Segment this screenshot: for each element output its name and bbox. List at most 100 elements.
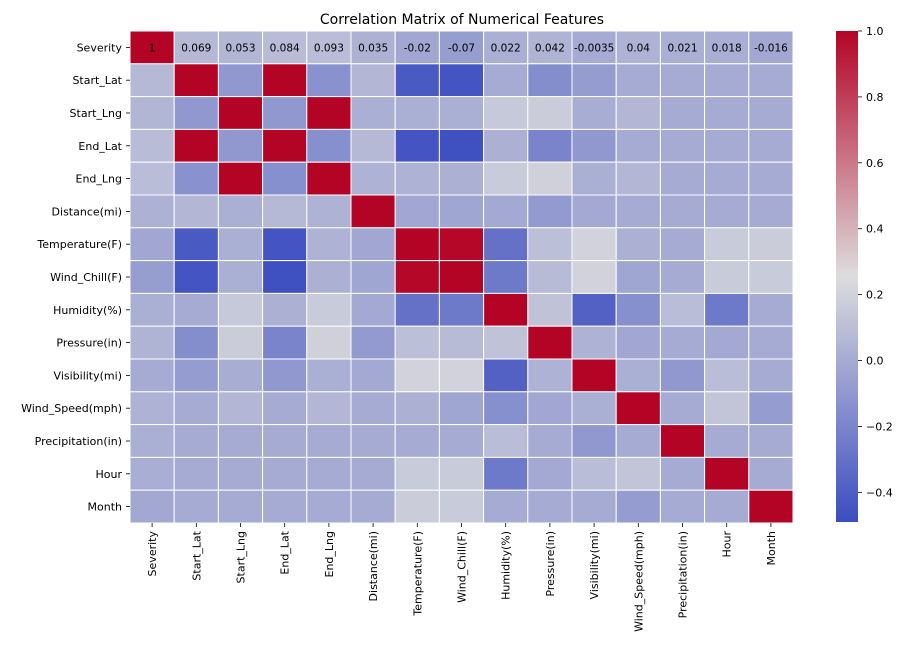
heatmap-cell <box>262 96 308 130</box>
cell-annotation: 0.042 <box>535 42 565 54</box>
heatmap-cell <box>483 358 529 393</box>
heatmap-cell <box>615 30 661 65</box>
heatmap-cell <box>350 96 396 130</box>
heatmap-cell <box>217 161 264 196</box>
heatmap-cell <box>659 63 706 98</box>
heatmap-cell <box>615 161 661 196</box>
heatmap-cell <box>704 292 750 327</box>
y-tick-label: Distance(mi) <box>52 205 122 218</box>
heatmap-cell <box>483 227 529 262</box>
heatmap-cell <box>571 358 617 393</box>
heatmap-cell <box>615 325 661 360</box>
heatmap-cell <box>615 456 661 491</box>
heatmap-cell <box>262 63 308 98</box>
heatmap-cell <box>659 358 706 393</box>
heatmap-cell <box>571 325 617 360</box>
heatmap-cell <box>173 63 219 98</box>
cell-annotation: 0.021 <box>667 42 697 54</box>
heatmap-cell <box>217 456 264 491</box>
heatmap-cell <box>129 325 175 360</box>
x-tick-label: Pressure(in) <box>544 531 557 597</box>
heatmap-cell <box>262 456 308 491</box>
heatmap-cell <box>173 325 219 360</box>
heatmap-cell <box>129 292 175 327</box>
heatmap-cell <box>704 358 750 393</box>
heatmap-cell <box>483 391 529 426</box>
heatmap-cell <box>394 63 440 98</box>
y-tick-label: Temperature(F) <box>36 238 122 251</box>
heatmap-cell <box>438 358 485 393</box>
heatmap-cell <box>615 128 661 163</box>
heatmap-cell <box>704 456 750 491</box>
colorbar-tick-label: 0.4 <box>866 223 884 236</box>
heatmap-cell <box>659 96 706 130</box>
heatmap-cell <box>350 161 396 196</box>
heatmap-cell <box>704 96 750 130</box>
colorbar-tick-label: 0.8 <box>866 91 884 104</box>
y-tick-label: Wind_Chill(F) <box>50 271 122 284</box>
heatmap-cell <box>129 260 175 294</box>
heatmap-cell <box>571 128 617 163</box>
heatmap-cell <box>527 358 573 393</box>
heatmap-cell <box>217 292 264 327</box>
x-tick-label: Severity <box>146 531 159 577</box>
cell-annotation: 0.018 <box>712 42 742 54</box>
chart-title: Correlation Matrix of Numerical Features <box>320 12 604 28</box>
x-tick-label: Humidity(%) <box>500 531 513 600</box>
heatmap-cell <box>438 63 485 98</box>
heatmap-cell <box>571 194 617 229</box>
heatmap-cell <box>615 227 661 262</box>
cell-annotation: 1 <box>149 42 156 54</box>
heatmap-cell <box>306 63 352 98</box>
heatmap-cell <box>173 391 219 426</box>
heatmap-cell <box>217 194 264 229</box>
heatmap-cell <box>350 128 396 163</box>
heatmap-cell <box>173 30 219 65</box>
y-tick-label: Precipitation(in) <box>35 435 122 448</box>
heatmap-cell <box>571 260 617 294</box>
heatmap-cell <box>173 128 219 163</box>
heatmap-cell <box>659 161 706 196</box>
y-tick-label: End_Lat <box>78 140 122 153</box>
heatmap-cell <box>394 358 440 393</box>
heatmap-cells <box>129 30 794 524</box>
heatmap-cell <box>306 227 352 262</box>
heatmap-cell <box>748 489 794 524</box>
colorbar-tick-label: 0.2 <box>866 289 884 302</box>
heatmap-cell <box>571 96 617 130</box>
heatmap-cell <box>173 260 219 294</box>
heatmap-cell <box>659 227 706 262</box>
x-tick-label: End_Lat <box>279 530 292 574</box>
heatmap-cell <box>571 161 617 196</box>
heatmap-cell <box>394 227 440 262</box>
heatmap-cell <box>394 325 440 360</box>
heatmap-cell <box>173 292 219 327</box>
heatmap-cell <box>438 161 485 196</box>
heatmap-cell <box>129 63 175 98</box>
heatmap-cell <box>615 358 661 393</box>
heatmap-cell <box>306 292 352 327</box>
y-tick-label: Start_Lng <box>70 107 122 120</box>
heatmap-cell <box>704 260 750 294</box>
heatmap-cell <box>615 292 661 327</box>
heatmap-cell <box>615 194 661 229</box>
heatmap-cell <box>262 227 308 262</box>
colorbar-tick-label: 0.0 <box>866 355 884 368</box>
heatmap-cell <box>217 358 264 393</box>
heatmap-cell <box>306 358 352 393</box>
heatmap-cell <box>173 96 219 130</box>
heatmap-cell <box>748 260 794 294</box>
heatmap-cell <box>217 227 264 262</box>
heatmap-cell <box>217 128 264 163</box>
y-tick-label: Month <box>88 501 123 514</box>
heatmap-cell <box>527 325 573 360</box>
heatmap-cell <box>659 325 706 360</box>
heatmap-cell <box>350 30 396 65</box>
heatmap-cell <box>704 161 750 196</box>
heatmap-cell <box>438 96 485 130</box>
heatmap-cell <box>659 456 706 491</box>
heatmap-cell <box>748 391 794 426</box>
heatmap-cell <box>306 161 352 196</box>
heatmap-cell <box>350 424 396 458</box>
heatmap-cell <box>306 489 352 524</box>
